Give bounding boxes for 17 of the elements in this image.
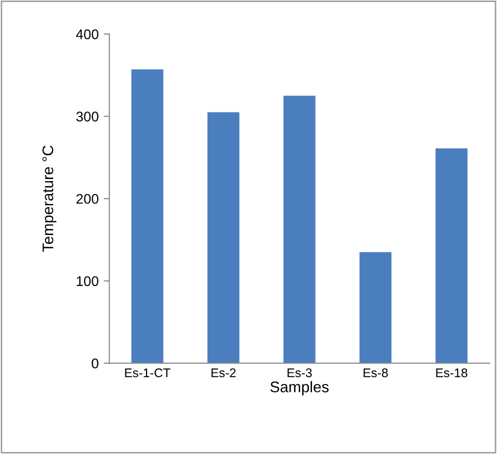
x-axis-title: Samples [270, 381, 329, 396]
y-tick-label: 100 [76, 276, 98, 286]
y-tick-label: 300 [76, 112, 98, 122]
bar [360, 252, 392, 364]
x-tick-label: Es-1-CT [125, 368, 170, 378]
bar [283, 96, 316, 364]
x-tick-label: Es-2 [212, 368, 236, 378]
y-axis-title: Temperature °C [42, 146, 56, 252]
bar [436, 148, 468, 364]
x-tick-label: Es-3 [288, 368, 312, 378]
y-tick-label: 400 [76, 29, 98, 40]
bar [131, 69, 164, 364]
bar [207, 112, 240, 364]
x-tick-label: Es-18 [436, 368, 468, 378]
y-tick-label: 0 [92, 358, 98, 368]
y-tick-label: 200 [76, 194, 98, 204]
x-tick-label: Es-8 [364, 368, 388, 378]
